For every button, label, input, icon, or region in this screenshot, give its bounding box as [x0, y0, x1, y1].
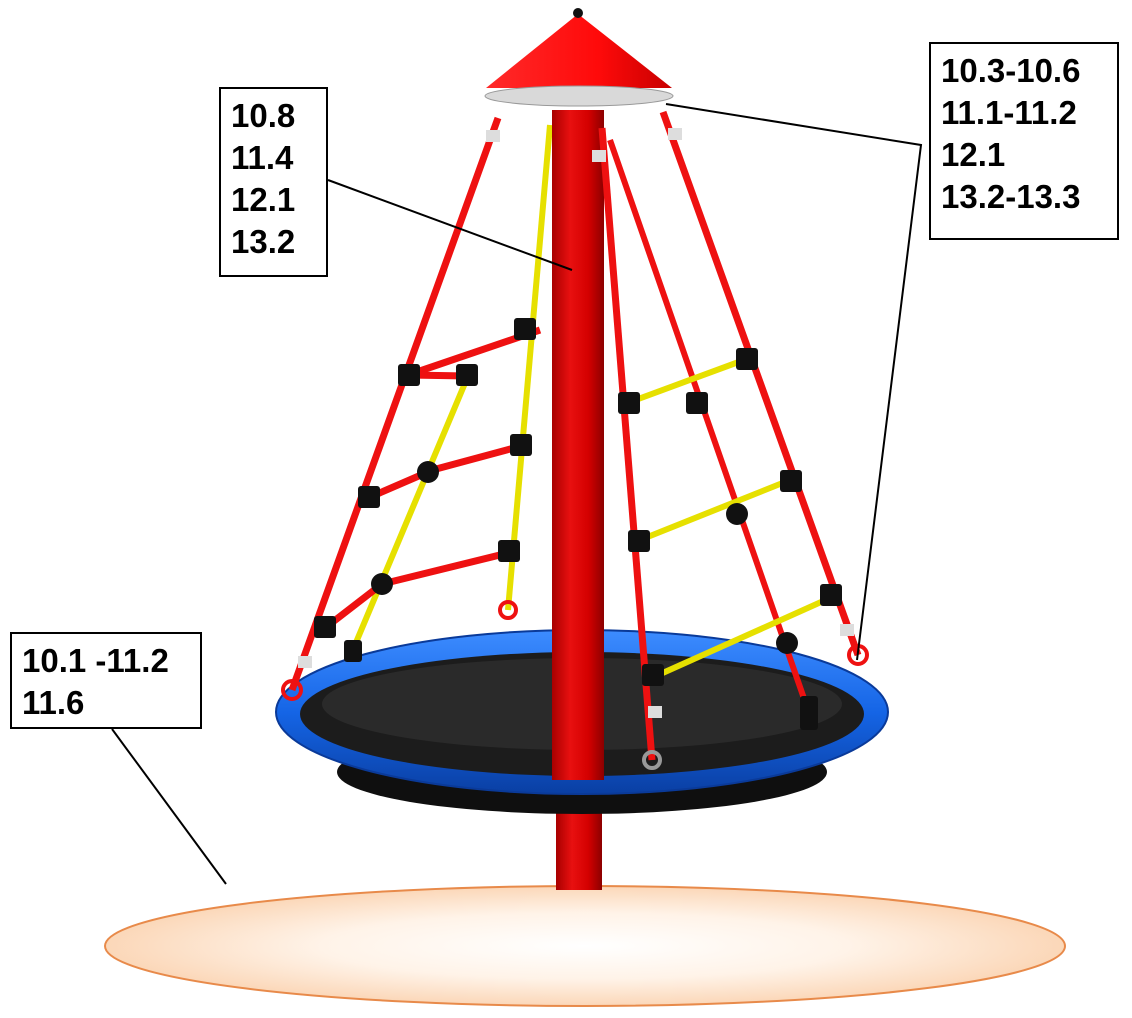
label-box-pole: 10.8 11.4 12.1 13.2 — [219, 87, 328, 277]
central-pole — [552, 110, 604, 780]
label-text: 13.2 — [231, 223, 296, 260]
top-plate — [484, 85, 674, 107]
label-text: 10.1 -11.2 — [22, 642, 169, 679]
top-cone-roof — [486, 14, 672, 88]
label-text: 11.6 — [22, 684, 85, 721]
ground-safety-area — [104, 885, 1066, 1007]
left-rope-net — [281, 116, 536, 701]
label-text: 12.1 — [941, 136, 1006, 173]
top-cap — [573, 8, 583, 18]
callout-line-right-upper — [665, 103, 923, 661]
callout-line-left-upper — [327, 179, 573, 271]
label-text: 10.3-10.6 — [941, 52, 1081, 89]
label-box-top-plate: 10.3-10.6 11.1-11.2 12.1 13.2-13.3 — [929, 42, 1119, 240]
label-text: 11.4 — [231, 139, 294, 176]
label-text: 13.2-13.3 — [941, 178, 1081, 215]
label-text: 11.1-11.2 — [941, 94, 1077, 131]
rear-rope-net — [381, 124, 553, 611]
callout-line-left-lower — [111, 728, 227, 885]
label-text: 12.1 — [231, 181, 296, 218]
label-text: 10.8 — [231, 97, 296, 134]
callout-lines — [111, 103, 923, 885]
right-rope-net — [592, 110, 869, 770]
label-box-ground: 10.1 -11.2 11.6 — [10, 632, 202, 729]
